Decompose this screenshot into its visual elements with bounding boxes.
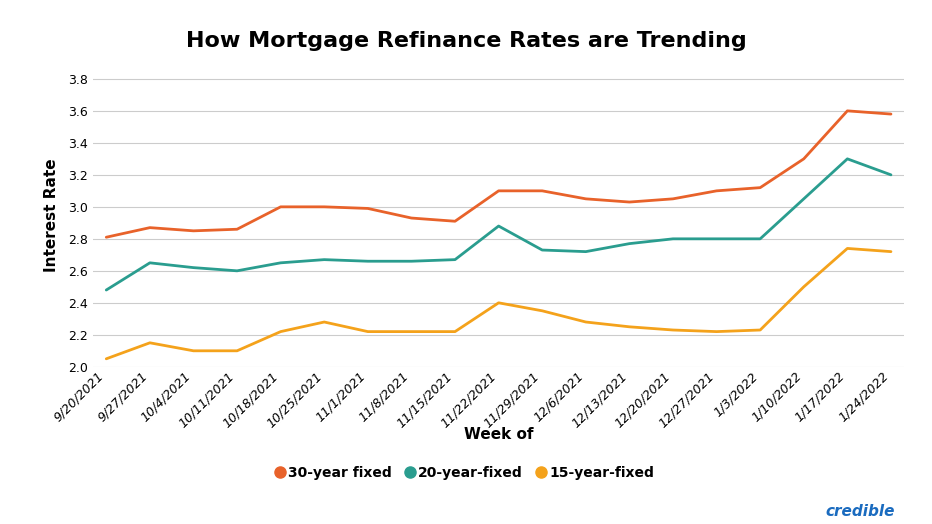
Text: credible: credible [825, 504, 895, 519]
Y-axis label: Interest Rate: Interest Rate [45, 158, 60, 271]
Legend: 30-year fixed, 20-year-fixed, 15-year-fixed: 30-year fixed, 20-year-fixed, 15-year-fi… [272, 461, 660, 486]
Text: How Mortgage Refinance Rates are Trending: How Mortgage Refinance Rates are Trendin… [185, 31, 747, 51]
Text: Week of: Week of [464, 427, 533, 442]
